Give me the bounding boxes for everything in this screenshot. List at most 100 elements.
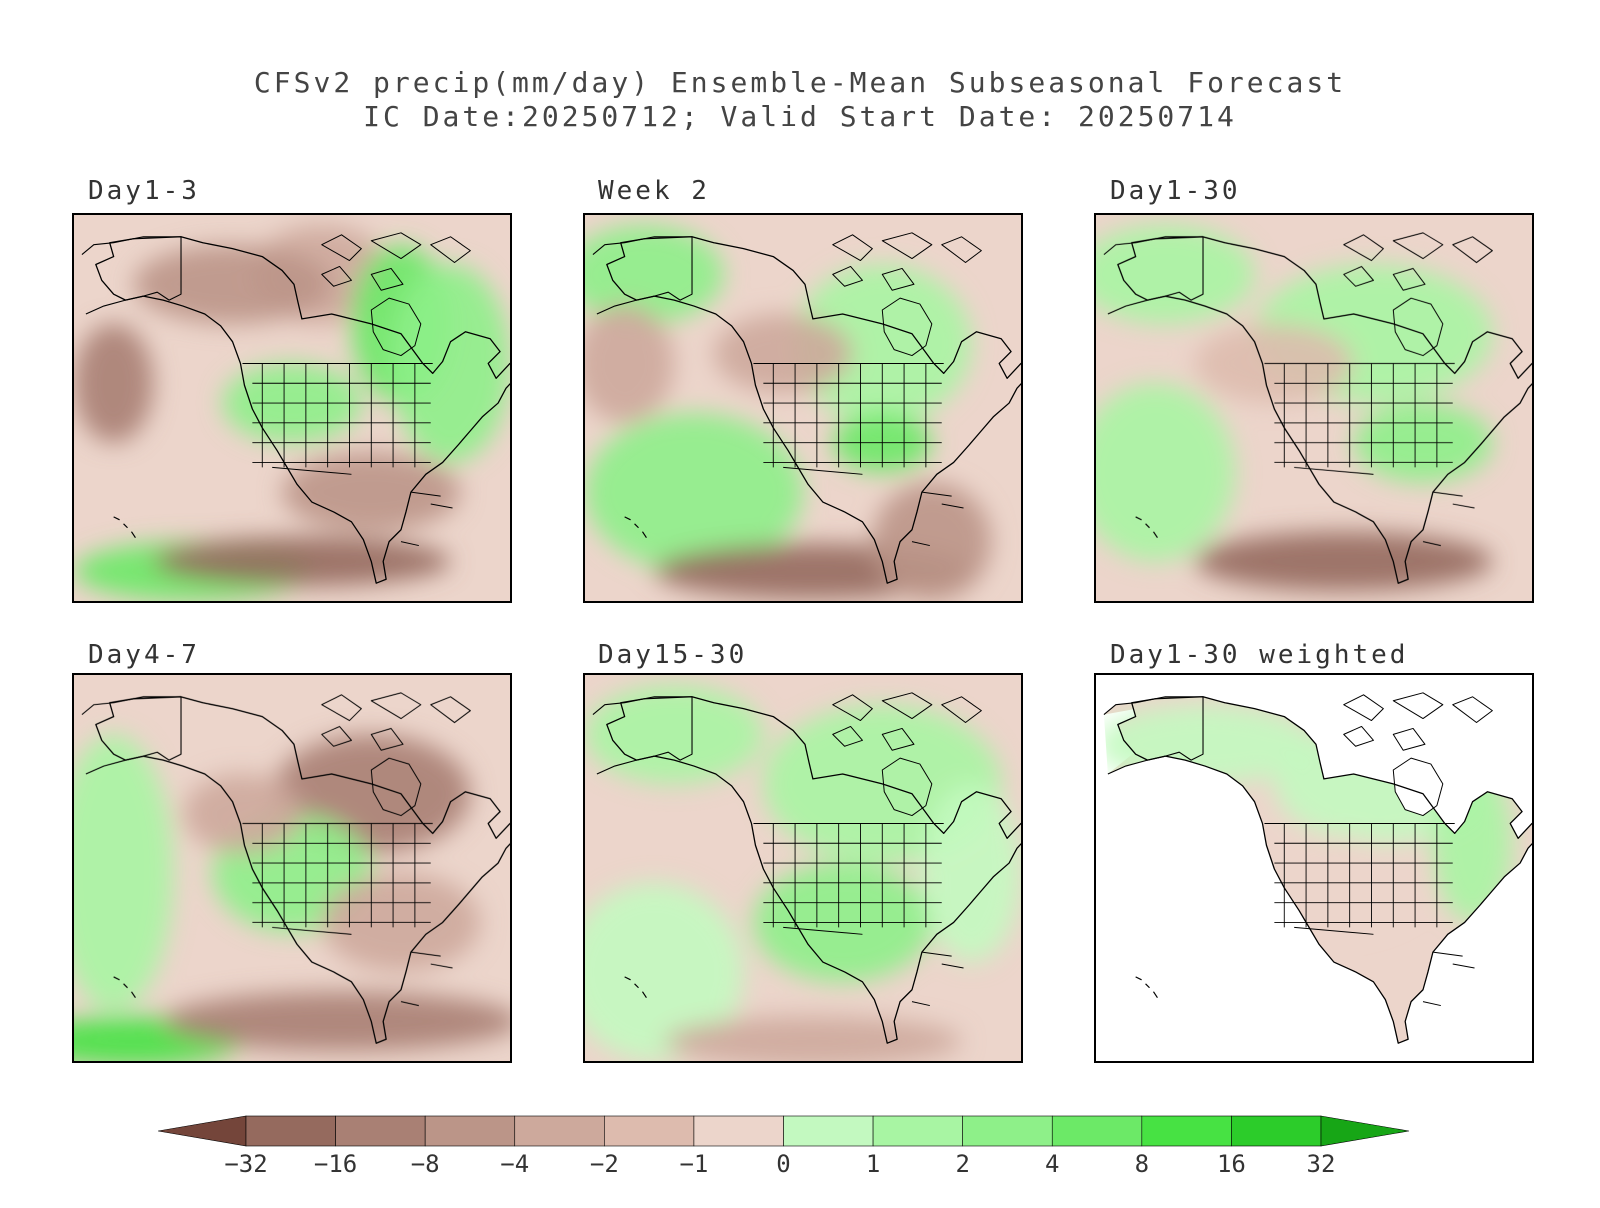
us-mexico-border	[783, 466, 863, 475]
us-state-borders	[763, 363, 942, 468]
caribbean-islands	[400, 951, 453, 1007]
alaska-border	[1103, 696, 1204, 775]
us-state-borders	[1274, 823, 1453, 928]
precip-patch	[153, 536, 451, 587]
alaska-border	[81, 696, 182, 775]
colorbar-swatch	[783, 1115, 874, 1147]
us-state-borders	[252, 363, 431, 468]
precip-patch	[664, 1016, 962, 1061]
arctic-islands	[321, 232, 471, 291]
precip-patch	[1274, 724, 1493, 844]
caribbean-islands	[1422, 491, 1475, 547]
precip-patch	[585, 684, 764, 784]
coastline	[1117, 696, 1532, 1044]
us-mexico-border	[272, 466, 352, 475]
hudson-bay-outline	[881, 297, 933, 357]
colorbar-swatch	[424, 1115, 516, 1147]
panel-label-day1-3: Day1-3	[88, 176, 200, 206]
hudson-bay-outline	[1392, 757, 1444, 817]
colorbar-tick-label: −2	[590, 1150, 619, 1178]
colorbar-tick-label: 0	[776, 1150, 790, 1178]
colorbar-swatch	[1141, 1115, 1232, 1147]
precip-patch	[1096, 383, 1235, 562]
hudson-bay-outline	[1392, 297, 1444, 357]
alaska-border	[592, 696, 693, 775]
precip-patch	[183, 773, 302, 854]
precip-patch	[872, 482, 992, 601]
colorbar-tick-label: 16	[1217, 1150, 1246, 1178]
precip-patch	[74, 323, 154, 443]
precip-map	[74, 215, 510, 601]
coastline	[95, 696, 510, 1044]
panel-label-day4-7: Day4-7	[88, 640, 200, 670]
alaska-border	[592, 236, 693, 315]
figure-title-line2: IC Date:20250712; Valid Start Date: 2025…	[363, 100, 1237, 133]
colorbar-tick-label: −1	[679, 1150, 708, 1178]
precip-patch	[585, 412, 803, 572]
colorbar-swatch	[1231, 1115, 1322, 1147]
hudson-bay-outline	[370, 757, 422, 817]
precip-patch	[74, 734, 174, 1012]
figure-title-line1: CFSv2 precip(mm/day) Ensemble-Mean Subse…	[253, 66, 1347, 99]
colorbar-tick-label: −8	[411, 1150, 440, 1178]
precip-map	[585, 675, 1021, 1061]
colorbar-swatch	[514, 1115, 605, 1147]
panel-label-day1-30-weighted: Day1-30 weighted	[1110, 640, 1409, 670]
precip-map	[74, 675, 510, 1061]
colorbar-tick-label: 1	[866, 1150, 880, 1178]
colorbar-tick-label: −16	[314, 1150, 357, 1178]
colorbar-arrow-high	[1320, 1115, 1410, 1147]
precip-patch	[713, 313, 853, 394]
us-mexico-border	[1294, 466, 1374, 475]
alaska-border	[1103, 236, 1204, 315]
precip-patch	[921, 783, 1021, 963]
precip-patch	[391, 264, 510, 463]
hawaii-islands	[624, 976, 647, 998]
panel-label-day1-30: Day1-30	[1110, 176, 1241, 206]
alaska-border	[81, 236, 182, 315]
panel-label-day15-30: Day15-30	[598, 640, 748, 670]
map-panel-day1-30	[1094, 213, 1534, 603]
panel-label-week2: Week 2	[598, 176, 710, 206]
us-mexico-border	[1294, 926, 1374, 935]
map-panel-day15-30	[583, 673, 1023, 1063]
coastline	[606, 236, 1021, 584]
colorbar: −32 −16 −8 −4 −2 −1 0 1 2 4 8 16 32	[158, 1115, 1410, 1178]
us-state-borders	[1274, 363, 1453, 468]
precip-patch	[163, 991, 510, 1052]
hudson-bay-outline	[370, 297, 422, 357]
colorbar-swatch	[872, 1115, 963, 1147]
colorbar-swatch	[962, 1115, 1053, 1147]
precip-anomaly-patches	[1103, 704, 1513, 933]
precip-patch	[133, 244, 332, 324]
arctic-islands	[832, 692, 982, 751]
arctic-islands	[321, 692, 471, 751]
hudson-bay-outline	[881, 757, 933, 817]
colorbar-swatch	[1051, 1115, 1143, 1147]
caribbean-islands	[911, 491, 964, 547]
precip-anomaly-patches	[585, 224, 992, 601]
colorbar-tick-label: 8	[1135, 1150, 1149, 1178]
colorbar-tick-label: 32	[1307, 1150, 1336, 1178]
precip-map	[1096, 215, 1532, 601]
colorbar-swatch	[693, 1115, 784, 1147]
map-panel-week2	[583, 213, 1023, 603]
hudson-bay	[1393, 758, 1443, 816]
precip-patch	[1096, 224, 1255, 324]
map-panel-day1-30-weighted	[1094, 673, 1534, 1063]
precip-patch	[585, 882, 744, 1061]
coastline	[606, 696, 1021, 1044]
precip-map	[585, 215, 1021, 601]
colorbar-tick-label: −32	[224, 1150, 267, 1178]
precip-map	[1103, 692, 1532, 1044]
arctic-islands	[1343, 232, 1493, 291]
precip-patch	[1195, 531, 1493, 592]
caribbean-islands	[1422, 951, 1475, 1007]
arctic-islands	[1343, 692, 1493, 751]
colorbar-swatch	[335, 1115, 426, 1147]
colorbar-arrow-low	[158, 1115, 247, 1147]
colorbar-tick-label: 2	[955, 1150, 969, 1178]
precip-patch	[585, 224, 724, 324]
us-state-borders	[252, 823, 431, 928]
hawaii-islands	[113, 976, 136, 998]
